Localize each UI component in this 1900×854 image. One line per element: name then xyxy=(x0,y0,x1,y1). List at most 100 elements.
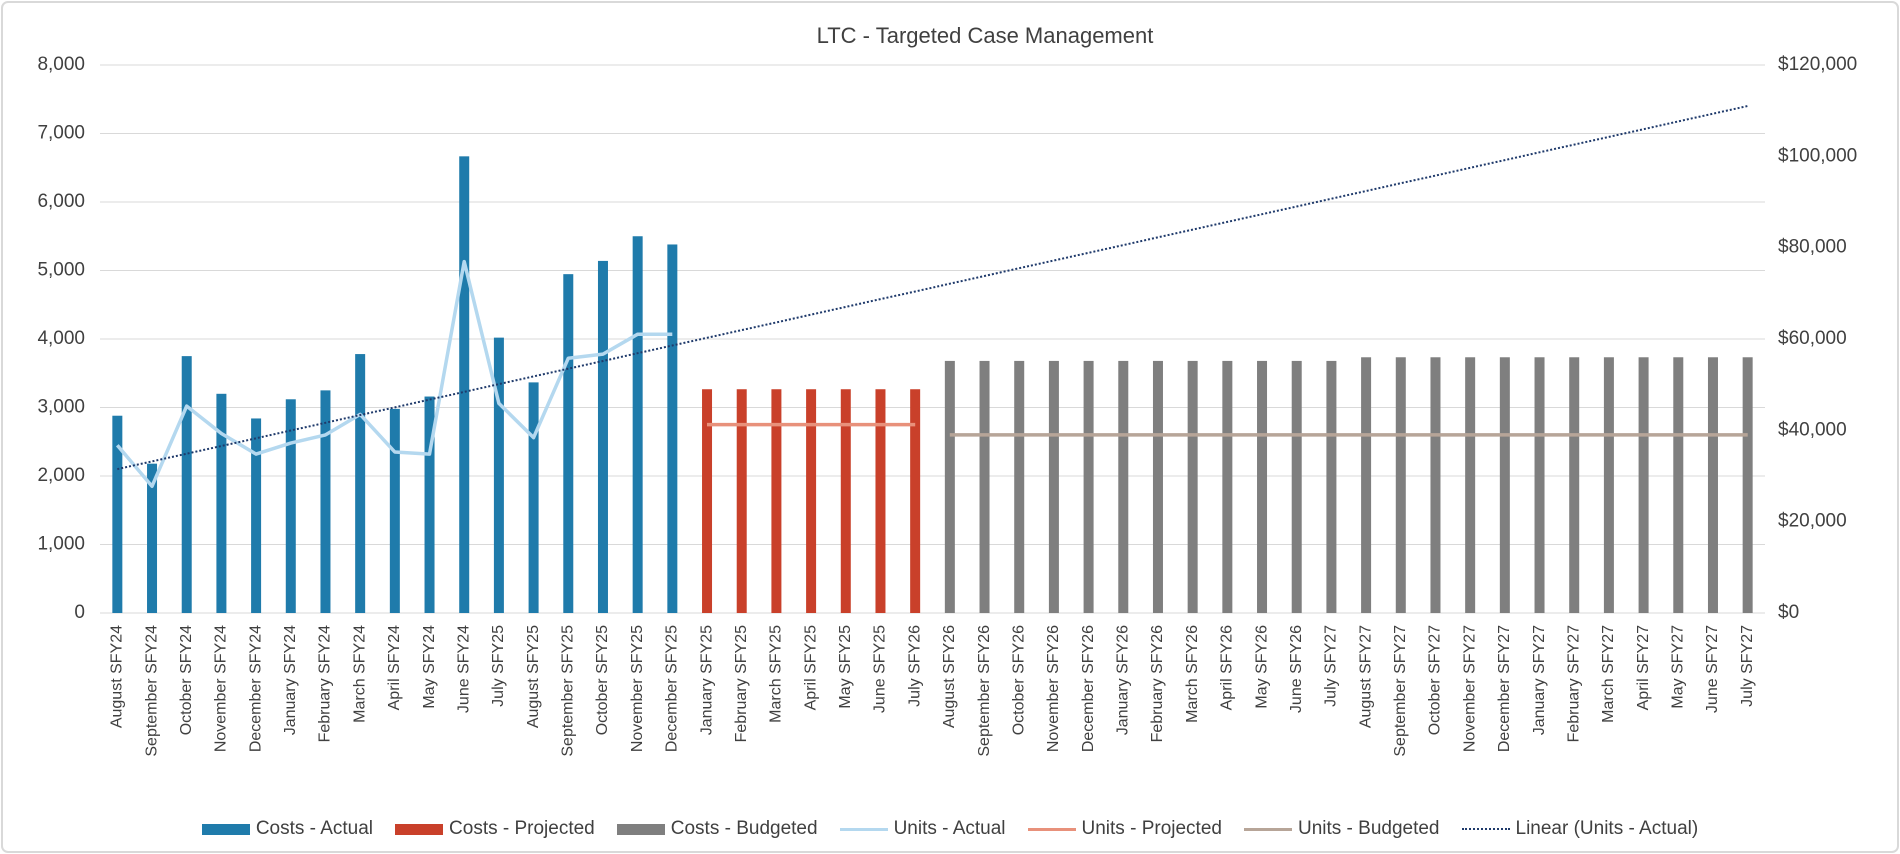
x-tick-label: October SFY25 xyxy=(594,625,611,735)
y-tick-label: 3,000 xyxy=(37,397,85,418)
legend-label: Costs - Budgeted xyxy=(670,818,818,839)
bar xyxy=(1395,357,1406,613)
x-tick-label: November SFY25 xyxy=(629,625,646,752)
y-tick-label: 8,000 xyxy=(37,54,85,75)
bar xyxy=(1048,360,1059,613)
x-tick-label: January SFY27 xyxy=(1531,625,1548,735)
legend-label: Units - Budgeted xyxy=(1297,818,1440,839)
bar xyxy=(1465,357,1476,613)
x-tick-label: October SFY26 xyxy=(1010,625,1027,735)
x-tick-label: September SFY24 xyxy=(143,625,160,757)
x-tick-label: December SFY25 xyxy=(664,625,681,752)
x-tick-label: March SFY26 xyxy=(1184,625,1201,723)
x-tick-label: December SFY26 xyxy=(1080,625,1097,752)
bar xyxy=(910,389,921,613)
x-tick-label: August SFY24 xyxy=(109,625,126,728)
x-tick-label: February SFY27 xyxy=(1565,625,1582,742)
bar xyxy=(1603,357,1614,613)
x-tick-label: July SFY27 xyxy=(1323,625,1340,707)
x-tick-label: June SFY26 xyxy=(1288,625,1305,713)
bar xyxy=(1430,357,1441,613)
x-tick-label: July SFY27 xyxy=(1739,625,1756,707)
bar xyxy=(1118,360,1129,613)
x-tick-label: September SFY26 xyxy=(976,625,993,757)
bar xyxy=(1152,360,1163,613)
bar xyxy=(459,156,470,614)
line xyxy=(115,259,673,489)
bar xyxy=(875,389,886,613)
x-tick-label: March SFY27 xyxy=(1600,625,1617,723)
legend-label: Linear (Units - Actual) xyxy=(1515,818,1699,839)
y2-tick-label: $100,000 xyxy=(1778,145,1857,166)
y-tick-label: 2,000 xyxy=(37,465,85,486)
bar xyxy=(1707,357,1718,613)
legend-item: Linear (Units - Actual) xyxy=(1461,818,1699,840)
bar xyxy=(285,399,296,613)
legend-label: Units - Projected xyxy=(1081,818,1222,839)
bar xyxy=(979,360,990,613)
bar xyxy=(112,415,123,613)
bar xyxy=(1014,360,1025,613)
legend-item: Units - Actual xyxy=(839,818,1006,840)
y2-tick-label: $0 xyxy=(1778,602,1799,623)
y-tick-label: 6,000 xyxy=(37,191,85,212)
bar xyxy=(1326,360,1337,613)
y-tick-label: 4,000 xyxy=(37,328,85,349)
bar xyxy=(1083,360,1094,613)
legend-label: Costs - Actual xyxy=(255,818,374,839)
y-tick-label: 5,000 xyxy=(37,260,85,281)
legend-label: Costs - Projected xyxy=(449,818,595,839)
legend-swatch xyxy=(1027,827,1076,831)
legend-item: Costs - Budgeted xyxy=(616,818,818,840)
x-tick-label: August SFY25 xyxy=(525,625,542,728)
y-tick-label: 1,000 xyxy=(37,534,85,555)
bar xyxy=(1291,360,1302,613)
x-tick-label: December SFY24 xyxy=(247,625,264,752)
legend: Costs - Actual Costs - Projected Costs - B… xyxy=(0,812,1900,846)
legend-swatch xyxy=(1461,828,1510,830)
x-tick-label: June SFY27 xyxy=(1704,625,1721,713)
bar xyxy=(493,337,504,613)
x-tick-label: October SFY24 xyxy=(178,625,195,735)
x-tick-label: April SFY26 xyxy=(1219,625,1236,710)
x-tick-label: July SFY25 xyxy=(490,625,507,707)
x-tick-label: March SFY25 xyxy=(768,625,785,723)
y2-tick-label: $120,000 xyxy=(1778,54,1857,75)
x-tick-label: September SFY25 xyxy=(560,625,577,757)
bar xyxy=(389,408,400,613)
y2-tick-label: $60,000 xyxy=(1778,328,1847,349)
legend-swatch xyxy=(395,823,444,835)
x-tick-label: February SFY26 xyxy=(1149,625,1166,742)
bar xyxy=(528,382,539,613)
bar xyxy=(1638,357,1649,613)
bar xyxy=(1569,357,1580,613)
bar xyxy=(1742,357,1753,613)
bar xyxy=(320,390,331,613)
legend-swatch xyxy=(1243,827,1292,831)
x-tick-label: April SFY25 xyxy=(802,625,819,710)
x-tick-label: May SFY27 xyxy=(1670,625,1687,709)
legend-swatch xyxy=(839,827,888,831)
y-tick-label: 0 xyxy=(74,602,85,623)
bar xyxy=(563,274,574,613)
bar xyxy=(1361,357,1372,613)
x-tick-label: August SFY26 xyxy=(941,625,958,728)
bar xyxy=(1673,357,1684,613)
x-tick-label: April SFY27 xyxy=(1635,625,1652,710)
bar xyxy=(632,236,643,613)
bar xyxy=(771,389,782,613)
bar xyxy=(355,354,366,613)
x-tick-label: May SFY25 xyxy=(837,625,854,709)
bar xyxy=(424,396,435,613)
bar xyxy=(251,418,262,613)
x-tick-label: November SFY27 xyxy=(1461,625,1478,752)
x-tick-label: March SFY24 xyxy=(351,625,368,723)
y2-tick-label: $40,000 xyxy=(1778,419,1847,440)
legend-item: Costs - Actual xyxy=(201,818,374,840)
bar xyxy=(147,463,158,613)
x-tick-label: June SFY25 xyxy=(872,625,889,713)
bar xyxy=(702,389,713,613)
x-tick-label: January SFY25 xyxy=(698,625,715,735)
